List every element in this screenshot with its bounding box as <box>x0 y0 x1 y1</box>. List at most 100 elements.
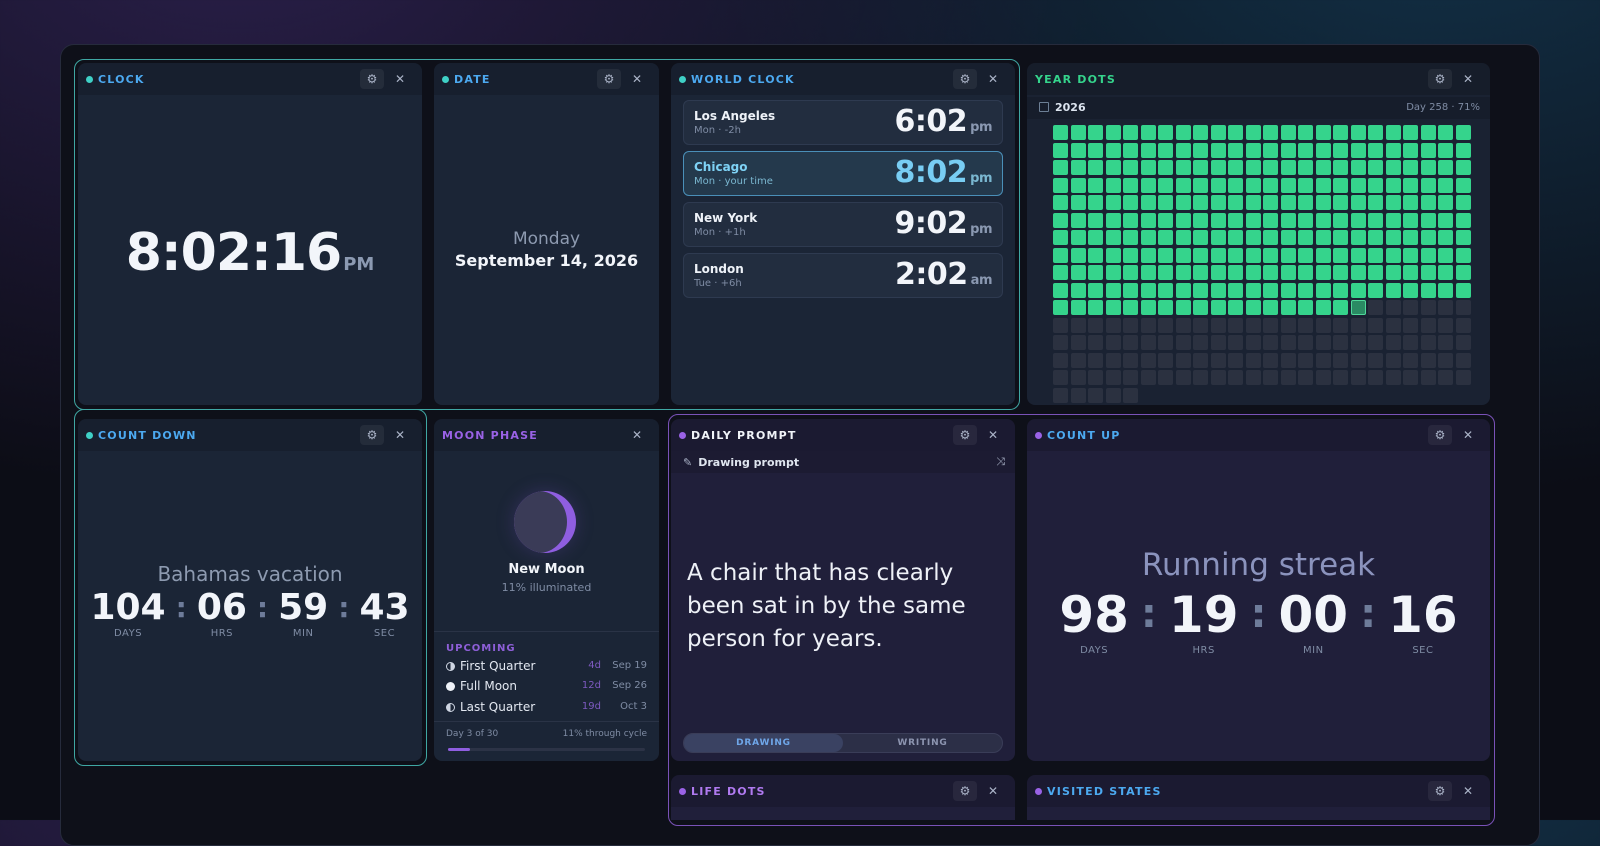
gear-icon[interactable]: ⚙ <box>360 425 384 445</box>
widget-header[interactable]: YEAR DOTS ⚙ ✕ <box>1027 63 1490 95</box>
widget-header[interactable]: COUNT DOWN ⚙ ✕ <box>78 419 422 451</box>
day-dot <box>1158 160 1173 175</box>
countdown-value: 06 <box>196 587 247 628</box>
day-dot <box>1333 177 1348 193</box>
day-dot <box>1105 265 1121 280</box>
day-dot <box>1350 265 1366 280</box>
close-icon[interactable]: ✕ <box>631 72 643 86</box>
city-offset: Mon · +1h <box>694 227 746 238</box>
upcoming-title: UPCOMING <box>446 643 516 654</box>
countup-value: 00 <box>1278 586 1349 644</box>
gear-icon[interactable]: ⚙ <box>1428 425 1452 445</box>
day-dot <box>1158 282 1173 298</box>
day-dot <box>1140 195 1156 210</box>
day-dot <box>1315 160 1331 175</box>
day-dot <box>1368 352 1383 368</box>
widget-header[interactable]: WORLD CLOCK ⚙ ✕ <box>671 63 1015 95</box>
world-clock-row[interactable]: London Tue · +6h 2:02 am <box>683 253 1003 298</box>
shuffle-icon[interactable]: ⤨ <box>996 455 1005 468</box>
widget-header[interactable]: MOON PHASE ✕ <box>434 419 659 451</box>
day-dot <box>1123 160 1138 175</box>
countup-seconds: 16 SEC <box>1388 585 1458 656</box>
close-icon[interactable]: ✕ <box>1462 784 1474 798</box>
gear-icon[interactable]: ⚙ <box>597 69 621 89</box>
widget-header[interactable]: LIFE DOTS ⚙ ✕ <box>671 775 1015 807</box>
day-dot <box>1333 142 1348 158</box>
day-dot <box>1263 335 1278 350</box>
widget-header[interactable]: COUNT UP ⚙ ✕ <box>1027 419 1490 451</box>
day-dot <box>1193 335 1208 350</box>
close-icon[interactable]: ✕ <box>631 428 643 442</box>
world-clock-row-active[interactable]: Chicago Mon · your time 8:02 pm <box>683 151 1003 196</box>
day-dot <box>1333 317 1348 333</box>
day-dot <box>1193 195 1208 210</box>
day-dot <box>1403 212 1418 228</box>
day-dot <box>1385 142 1401 158</box>
day-dot <box>1105 230 1121 245</box>
tab-drawing[interactable]: DRAWING <box>684 734 843 752</box>
day-dot <box>1263 352 1278 368</box>
day-dot <box>1280 212 1296 228</box>
day-dot <box>1158 247 1173 263</box>
gear-icon[interactable]: ⚙ <box>1428 781 1452 801</box>
gear-icon[interactable]: ⚙ <box>360 69 384 89</box>
widget-header[interactable]: DAILY PROMPT ⚙ ✕ <box>671 419 1015 451</box>
day-dot <box>1070 335 1086 350</box>
close-icon[interactable]: ✕ <box>1462 428 1474 442</box>
countup-days: 98 DAYS <box>1059 585 1129 656</box>
unit-caption: SEC <box>373 628 396 639</box>
world-clock-row[interactable]: Los Angeles Mon · -2h 6:02 pm <box>683 100 1003 145</box>
tab-writing[interactable]: WRITING <box>897 738 948 748</box>
moon-illumination: 11% illuminated <box>501 581 592 594</box>
day-dot <box>1245 142 1261 158</box>
day-dot <box>1280 300 1296 315</box>
city-name: Chicago <box>694 160 748 174</box>
day-dot <box>1438 230 1453 245</box>
city-ampm: am <box>970 273 993 288</box>
close-icon[interactable]: ✕ <box>987 428 999 442</box>
day-dot <box>1263 160 1278 175</box>
day-dot <box>1315 352 1331 368</box>
widget-header[interactable]: DATE ⚙ ✕ <box>434 63 659 95</box>
separator: : <box>1140 591 1157 637</box>
day-dot <box>1053 195 1068 210</box>
day-dot <box>1403 177 1418 193</box>
gear-icon[interactable]: ⚙ <box>953 425 977 445</box>
day-dot <box>1175 142 1191 158</box>
day-dot <box>1053 370 1068 385</box>
full-moon-icon <box>446 682 455 691</box>
upcoming-name: First Quarter <box>460 659 536 673</box>
day-dot <box>1315 177 1331 193</box>
gear-icon[interactable]: ⚙ <box>953 781 977 801</box>
close-icon[interactable]: ✕ <box>987 784 999 798</box>
day-dot <box>1070 195 1086 210</box>
gear-icon[interactable]: ⚙ <box>1428 69 1452 89</box>
close-icon[interactable]: ✕ <box>987 72 999 86</box>
day-dot <box>1210 282 1226 298</box>
widget-header[interactable]: CLOCK ⚙ ✕ <box>78 63 422 95</box>
close-icon[interactable]: ✕ <box>394 428 406 442</box>
day-dot <box>1438 317 1453 333</box>
day-dot <box>1228 160 1243 175</box>
day-dot <box>1228 265 1243 280</box>
day-dot <box>1403 300 1418 315</box>
widget-header[interactable]: VISITED STATES ⚙ ✕ <box>1027 775 1490 807</box>
widget-title: DATE <box>454 72 491 86</box>
close-icon[interactable]: ✕ <box>394 72 406 86</box>
day-dot <box>1438 352 1453 368</box>
day-dot <box>1123 265 1138 280</box>
day-dot <box>1105 177 1121 193</box>
gear-icon[interactable]: ⚙ <box>953 69 977 89</box>
close-icon[interactable]: ✕ <box>1462 72 1474 86</box>
day-dot <box>1140 282 1156 298</box>
day-dot <box>1123 195 1138 210</box>
day-dot <box>1455 125 1471 140</box>
pencil-icon: ✎ <box>683 456 693 469</box>
day-dot <box>1175 282 1191 298</box>
day-dot <box>1385 160 1401 175</box>
day-dot <box>1403 282 1418 298</box>
world-clock-row[interactable]: New York Mon · +1h 9:02 pm <box>683 202 1003 247</box>
day-dot <box>1245 300 1261 315</box>
year-label: 2026 <box>1039 101 1086 114</box>
day-dot <box>1438 335 1453 350</box>
